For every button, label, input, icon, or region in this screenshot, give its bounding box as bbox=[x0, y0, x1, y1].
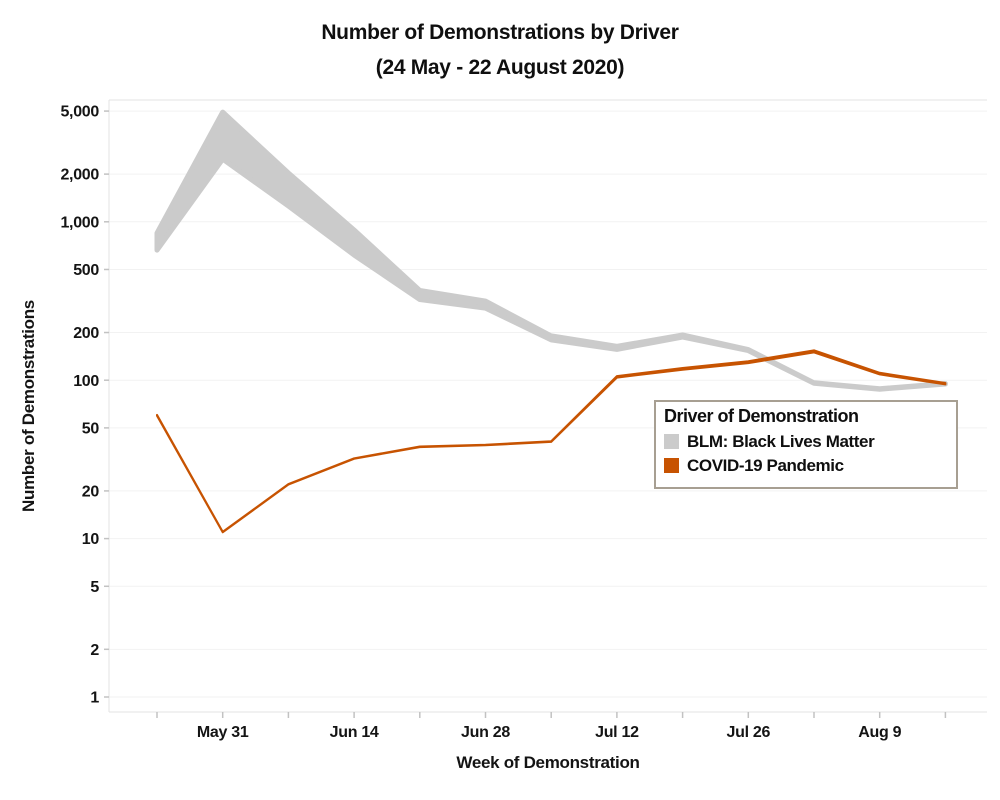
svg-text:1: 1 bbox=[90, 690, 99, 707]
svg-text:5: 5 bbox=[90, 579, 99, 596]
svg-text:1,000: 1,000 bbox=[60, 214, 99, 231]
svg-text:May 31: May 31 bbox=[197, 724, 249, 741]
svg-text:500: 500 bbox=[73, 262, 99, 279]
legend: Driver of Demonstration BLM: Black Lives… bbox=[654, 400, 958, 489]
svg-text:Aug 9: Aug 9 bbox=[858, 724, 901, 741]
svg-text:200: 200 bbox=[73, 325, 99, 342]
svg-text:2,000: 2,000 bbox=[60, 167, 99, 184]
svg-text:Jun 14: Jun 14 bbox=[330, 724, 379, 741]
legend-item-blm-label: BLM: Black Lives Matter bbox=[687, 432, 875, 451]
x-axis-title: Week of Demonstration bbox=[456, 753, 639, 772]
svg-text:100: 100 bbox=[73, 373, 99, 390]
y-axis-title: Number of Demonstrations bbox=[19, 300, 38, 512]
svg-text:5,000: 5,000 bbox=[60, 104, 99, 121]
svg-text:10: 10 bbox=[82, 531, 100, 548]
chart-subtitle: (24 May - 22 August 2020) bbox=[375, 56, 625, 79]
covid-series-swatch bbox=[664, 458, 679, 473]
legend-title: Driver of Demonstration bbox=[664, 406, 859, 426]
blm-series-swatch bbox=[664, 434, 679, 449]
legend-item-covid-label: COVID-19 Pandemic bbox=[687, 456, 844, 475]
svg-text:20: 20 bbox=[82, 484, 100, 501]
svg-text:50: 50 bbox=[82, 420, 100, 437]
svg-text:Jun 28: Jun 28 bbox=[461, 724, 510, 741]
svg-text:Jul 12: Jul 12 bbox=[595, 724, 639, 741]
svg-text:Jul 26: Jul 26 bbox=[727, 724, 771, 741]
legend-item-blm: BLM: Black Lives Matter bbox=[664, 433, 948, 450]
svg-text:2: 2 bbox=[90, 642, 99, 659]
legend-item-covid: COVID-19 Pandemic bbox=[664, 457, 948, 474]
plot-series-layer: 1 2 5 10 20 50 100 200 500 1,000 2,000 5,000 May 31 J… bbox=[60, 99, 987, 741]
chart-title: Number of Demonstrations by Driver bbox=[321, 21, 679, 44]
